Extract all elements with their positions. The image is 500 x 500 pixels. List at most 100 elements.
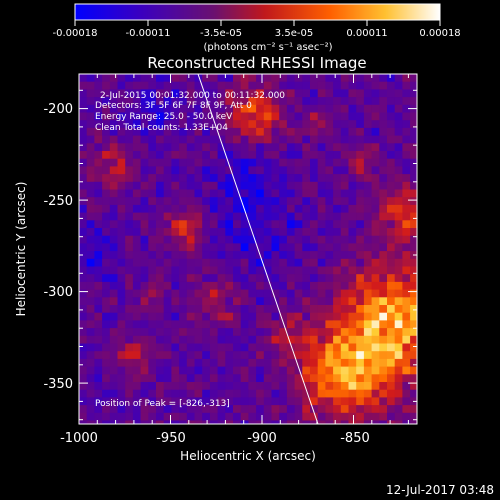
- image-pixel: [240, 366, 249, 375]
- image-pixel: [410, 174, 417, 183]
- image-pixel: [410, 351, 417, 360]
- image-pixel: [225, 274, 234, 283]
- image-pixel: [333, 204, 342, 213]
- image-pixel: [217, 405, 226, 414]
- image-pixel: [179, 166, 188, 175]
- image-pixel: [402, 212, 411, 221]
- image-pixel: [163, 120, 172, 129]
- image-pixel: [363, 127, 372, 136]
- image-pixel: [248, 289, 257, 298]
- image-pixel: [171, 197, 180, 206]
- image-pixel: [125, 335, 134, 344]
- image-pixel: [79, 374, 88, 383]
- image-pixel: [163, 81, 172, 90]
- image-pixel: [387, 343, 396, 352]
- image-pixel: [379, 120, 388, 129]
- image-pixel: [132, 305, 141, 314]
- image-pixel: [302, 228, 311, 237]
- image-pixel: [256, 258, 265, 267]
- image-pixel: [86, 243, 95, 252]
- image-pixel: [202, 420, 211, 424]
- image-pixel: [410, 305, 417, 314]
- image-pixel: [410, 158, 417, 167]
- image-pixel: [163, 197, 172, 206]
- image-pixel: [217, 89, 226, 98]
- image-pixel: [86, 151, 95, 160]
- image-pixel: [79, 243, 88, 252]
- image-pixel: [240, 189, 249, 198]
- image-pixel: [109, 174, 118, 183]
- image-pixel: [271, 197, 280, 206]
- image-pixel: [371, 312, 380, 321]
- image-pixel: [279, 166, 288, 175]
- image-pixel: [248, 320, 257, 329]
- image-pixel: [294, 382, 303, 391]
- image-pixel: [371, 320, 380, 329]
- image-pixel: [325, 420, 334, 424]
- image-pixel: [217, 127, 226, 136]
- image-pixel: [140, 127, 149, 136]
- image-pixel: [294, 81, 303, 90]
- image-pixel: [333, 397, 342, 406]
- image-pixel: [86, 389, 95, 398]
- image-pixel: [394, 220, 403, 229]
- image-pixel: [109, 281, 118, 290]
- image-pixel: [263, 235, 272, 244]
- image-pixel: [310, 366, 319, 375]
- image-pixel: [325, 120, 334, 129]
- image-pixel: [109, 297, 118, 306]
- image-pixel: [294, 112, 303, 121]
- image-pixel: [340, 243, 349, 252]
- image-pixel: [248, 297, 257, 306]
- image-pixel: [240, 228, 249, 237]
- image-pixel: [363, 312, 372, 321]
- image-pixel: [333, 289, 342, 298]
- image-pixel: [394, 204, 403, 213]
- image-pixel: [394, 112, 403, 121]
- image-pixel: [209, 266, 218, 275]
- image-pixel: [186, 220, 195, 229]
- image-pixel: [194, 405, 203, 414]
- image-pixel: [202, 397, 211, 406]
- image-pixel: [171, 143, 180, 152]
- axis-ticks: [78, 74, 417, 424]
- image-pixel: [333, 181, 342, 190]
- image-pixel: [379, 127, 388, 136]
- image-pixel: [233, 151, 242, 160]
- image-pixel: [394, 258, 403, 267]
- image-pixel: [310, 197, 319, 206]
- image-pixel: [209, 251, 218, 260]
- image-pixel: [279, 351, 288, 360]
- image-pixel: [217, 312, 226, 321]
- image-pixel: [325, 297, 334, 306]
- image-pixel: [94, 174, 103, 183]
- image-pixel: [286, 228, 295, 237]
- image-pixel: [279, 204, 288, 213]
- image-pixel: [348, 212, 357, 221]
- image-pixel: [194, 97, 203, 106]
- image-pixel: [94, 297, 103, 306]
- image-pixel: [209, 212, 218, 221]
- solar-limb-line: [197, 74, 319, 424]
- image-pixel: [410, 358, 417, 367]
- image-pixel: [279, 374, 288, 383]
- image-pixel: [302, 405, 311, 414]
- image-pixel: [102, 243, 111, 252]
- image-pixel: [394, 212, 403, 221]
- image-pixel: [363, 397, 372, 406]
- image-pixel: [379, 243, 388, 252]
- image-pixel: [109, 97, 118, 106]
- image-pixel: [410, 312, 417, 321]
- image-pixel: [302, 374, 311, 383]
- image-pixel: [171, 181, 180, 190]
- image-pixel: [109, 212, 118, 221]
- image-pixel: [240, 412, 249, 421]
- image-pixel: [202, 228, 211, 237]
- image-pixel: [379, 189, 388, 198]
- image-pixel: [294, 374, 303, 383]
- image-pixel: [125, 235, 134, 244]
- image-pixel: [271, 97, 280, 106]
- image-pixel: [402, 312, 411, 321]
- image-pixel: [148, 189, 157, 198]
- image-pixel: [402, 166, 411, 175]
